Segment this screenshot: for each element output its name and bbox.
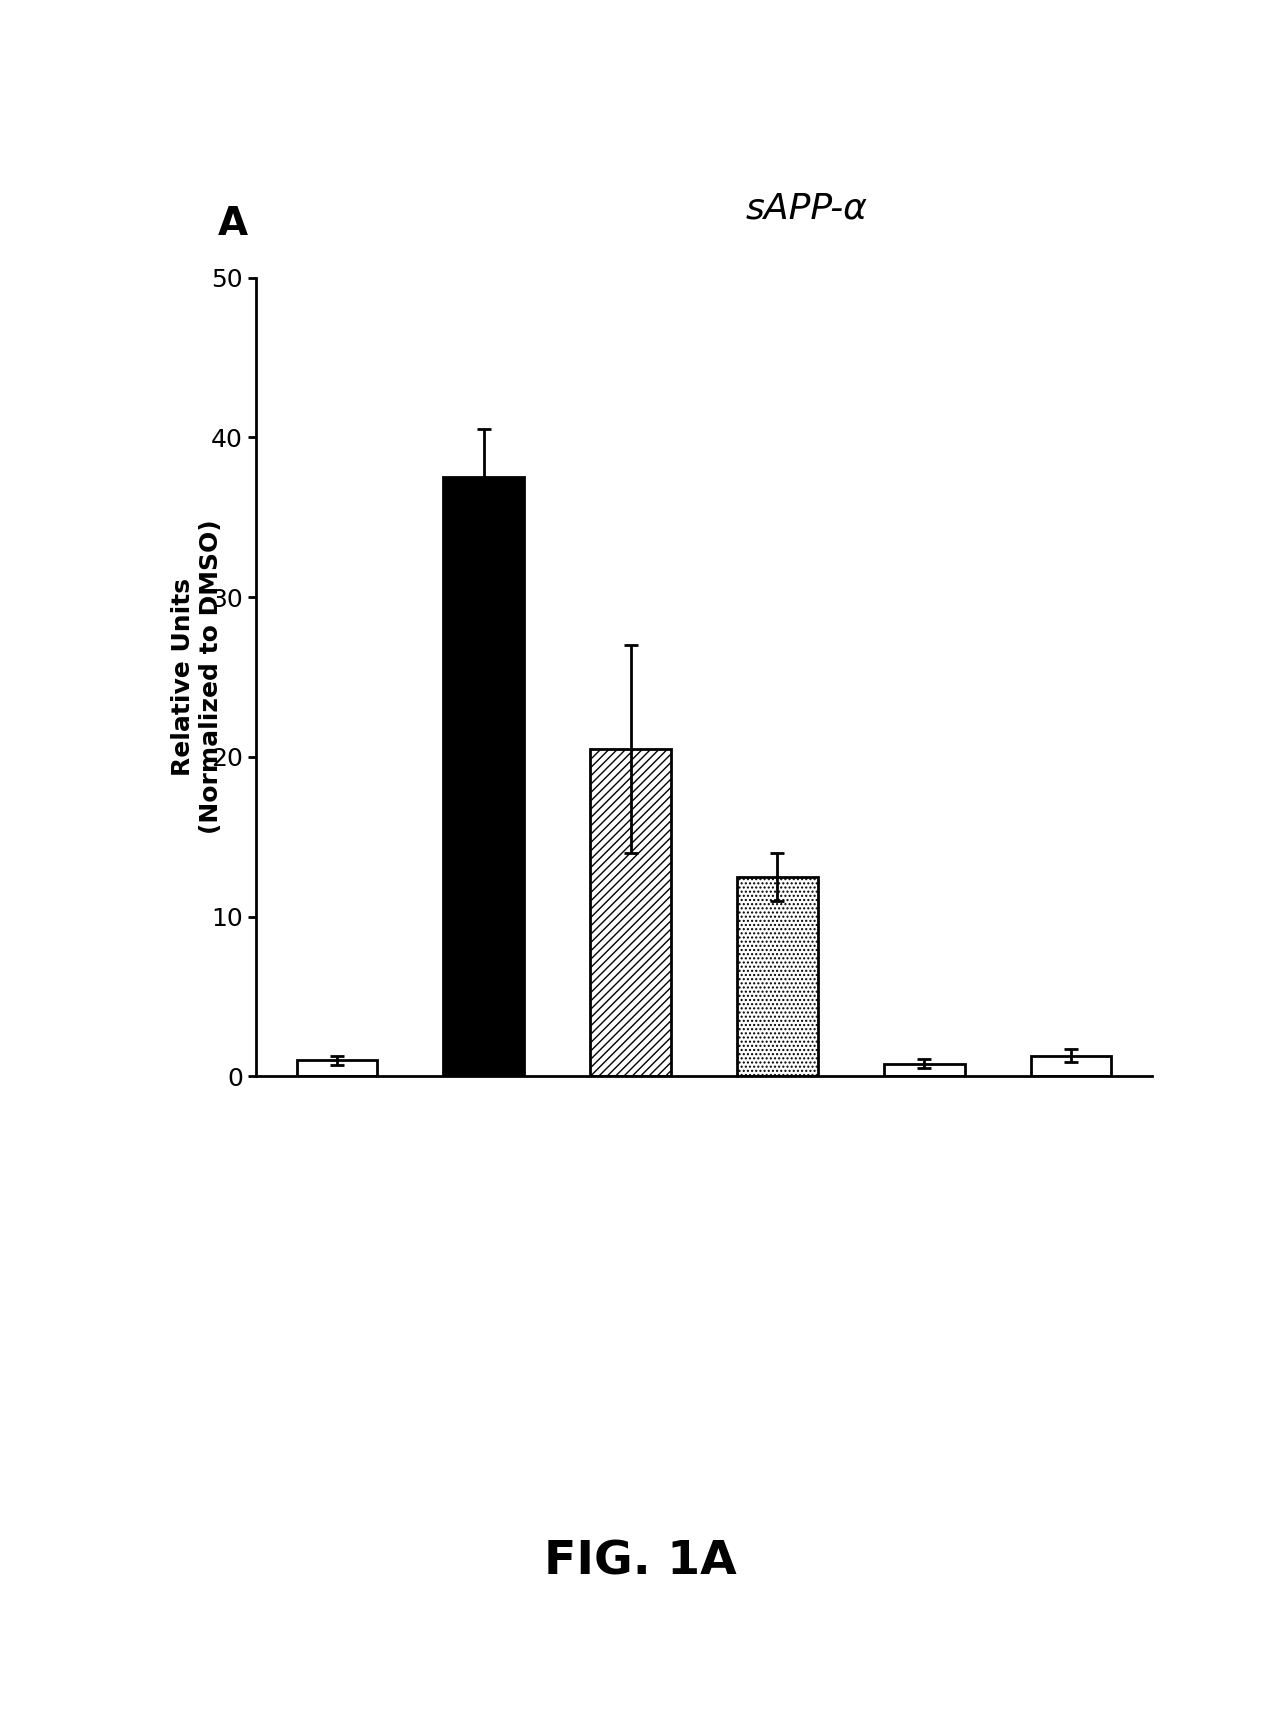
Bar [883, 1064, 965, 1076]
Bar [737, 877, 818, 1076]
Bar [1030, 1055, 1111, 1076]
Bar [297, 1061, 378, 1076]
Text: FIG. 1A: FIG. 1A [544, 1540, 736, 1585]
Y-axis label: Relative Units
(Normalized to DMSO): Relative Units (Normalized to DMSO) [172, 519, 223, 835]
Text: A: A [218, 205, 248, 243]
Bar [443, 477, 525, 1076]
Text: sAPP-α: sAPP-α [745, 191, 868, 226]
Bar [590, 748, 671, 1076]
